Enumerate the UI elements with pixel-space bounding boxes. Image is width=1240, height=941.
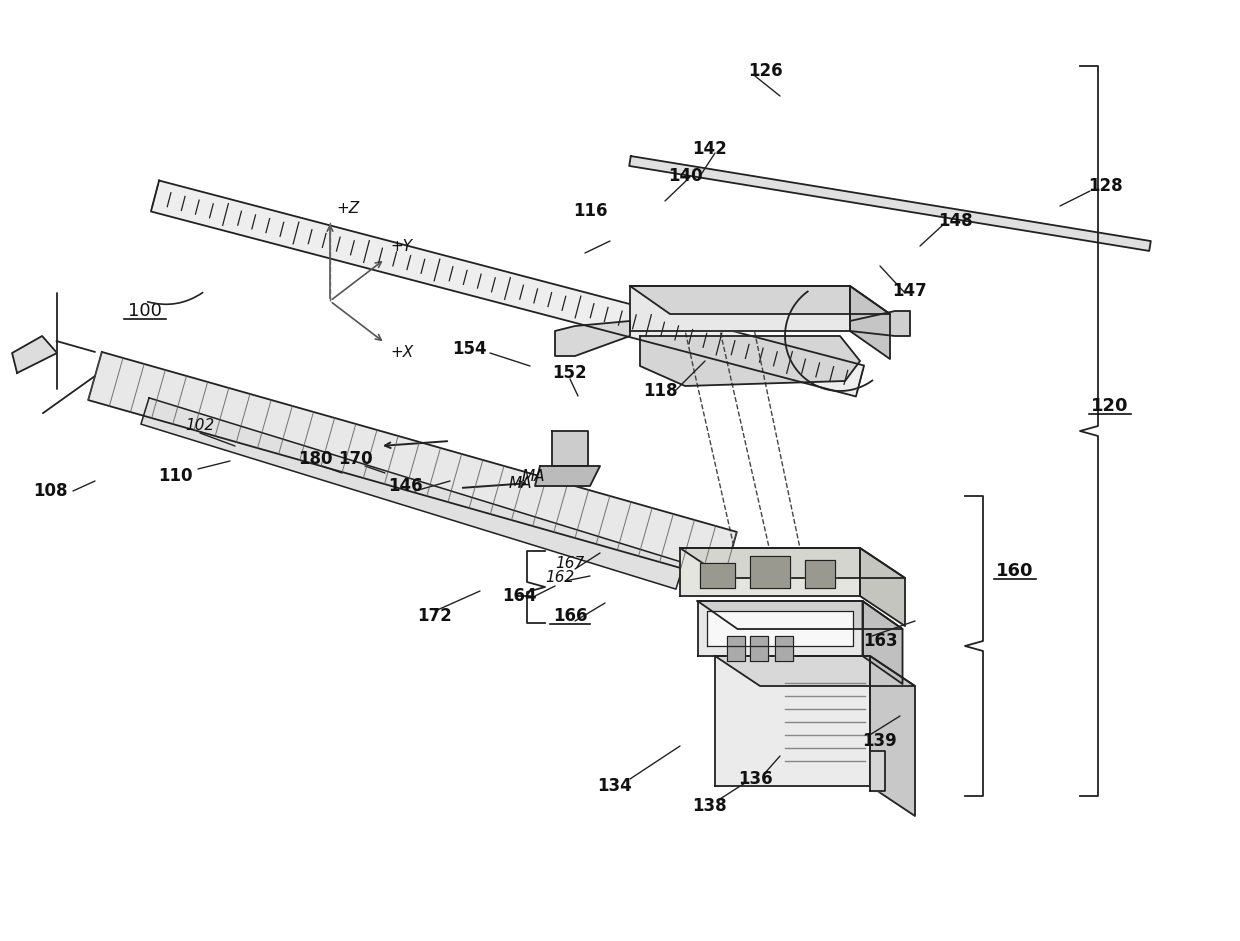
Text: 126: 126 xyxy=(748,62,782,80)
Polygon shape xyxy=(88,352,737,580)
Text: 140: 140 xyxy=(667,167,702,185)
Text: 142: 142 xyxy=(693,140,728,158)
Text: 160: 160 xyxy=(996,562,1034,580)
Polygon shape xyxy=(680,548,861,596)
Text: 180: 180 xyxy=(298,450,332,468)
Text: 134: 134 xyxy=(598,777,632,795)
Polygon shape xyxy=(715,656,915,686)
Text: 108: 108 xyxy=(32,482,67,500)
Text: 167: 167 xyxy=(556,555,584,570)
Polygon shape xyxy=(552,431,588,466)
Polygon shape xyxy=(715,656,870,786)
Polygon shape xyxy=(701,563,735,588)
Polygon shape xyxy=(805,560,835,588)
Polygon shape xyxy=(727,636,745,661)
Polygon shape xyxy=(629,156,1151,251)
FancyArrowPatch shape xyxy=(148,293,202,304)
Text: 152: 152 xyxy=(553,364,588,382)
Text: 154: 154 xyxy=(453,340,487,358)
Polygon shape xyxy=(750,636,768,661)
Text: 120: 120 xyxy=(1091,397,1128,415)
Text: +X: +X xyxy=(391,345,413,360)
Polygon shape xyxy=(775,636,794,661)
Text: 147: 147 xyxy=(893,282,928,300)
Text: 138: 138 xyxy=(693,797,728,815)
Polygon shape xyxy=(750,556,790,588)
Text: 118: 118 xyxy=(642,382,677,400)
Polygon shape xyxy=(708,611,853,646)
Text: MA: MA xyxy=(522,469,546,484)
Text: 128: 128 xyxy=(1087,177,1122,195)
Polygon shape xyxy=(630,286,890,314)
Polygon shape xyxy=(151,181,864,396)
Text: 148: 148 xyxy=(937,212,972,230)
Polygon shape xyxy=(640,336,861,386)
Text: 100: 100 xyxy=(128,302,162,320)
Text: 146: 146 xyxy=(388,477,423,495)
Polygon shape xyxy=(697,601,863,656)
Polygon shape xyxy=(680,548,905,578)
Text: 170: 170 xyxy=(337,450,372,468)
Polygon shape xyxy=(141,398,684,589)
Text: +Z: +Z xyxy=(336,201,360,216)
Text: 102: 102 xyxy=(185,419,215,434)
Polygon shape xyxy=(556,321,630,356)
Text: 163: 163 xyxy=(863,632,898,650)
Text: MA: MA xyxy=(508,475,532,490)
Polygon shape xyxy=(697,601,903,629)
Polygon shape xyxy=(863,601,903,684)
Polygon shape xyxy=(12,336,57,373)
Text: 166: 166 xyxy=(553,607,588,625)
Text: 162: 162 xyxy=(546,569,574,584)
Polygon shape xyxy=(870,656,915,816)
Polygon shape xyxy=(849,286,890,359)
Text: 172: 172 xyxy=(418,607,453,625)
Text: 110: 110 xyxy=(157,467,192,485)
Text: 164: 164 xyxy=(502,587,537,605)
Polygon shape xyxy=(534,466,600,486)
Polygon shape xyxy=(849,311,910,336)
Text: +Y: +Y xyxy=(391,239,412,254)
Text: 116: 116 xyxy=(573,202,608,220)
Text: 139: 139 xyxy=(863,732,898,750)
Polygon shape xyxy=(861,548,905,626)
Polygon shape xyxy=(870,751,885,791)
Polygon shape xyxy=(630,286,849,331)
Text: 136: 136 xyxy=(738,770,773,788)
